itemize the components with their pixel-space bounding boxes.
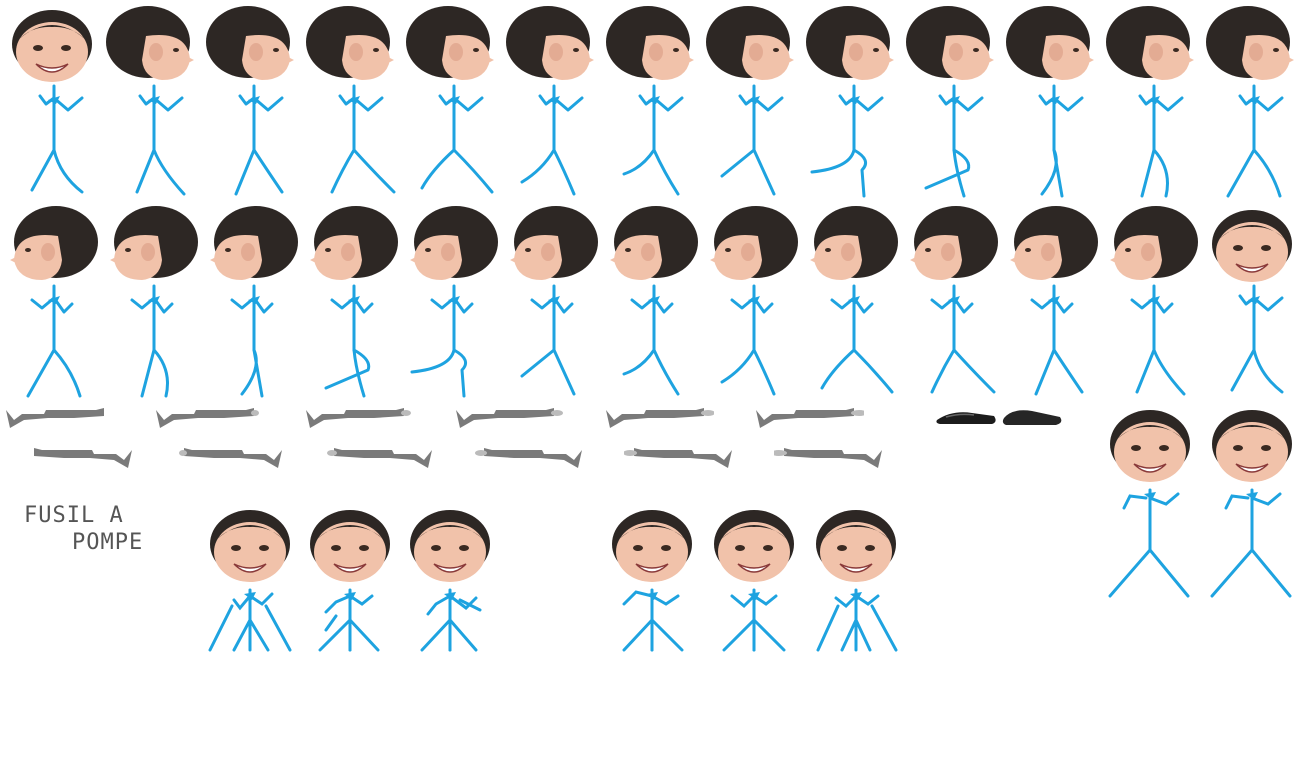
walk-right-frame-13-art — [1206, 6, 1294, 198]
walk-right-frame-4-art — [306, 6, 396, 194]
walk-left-frame-4 — [302, 200, 402, 400]
walk-right-frame-6-art — [506, 6, 594, 196]
walk-left-frame-7-art — [610, 206, 698, 396]
shoot-front-a-frame-1-art — [208, 510, 292, 652]
shoot-front-b-frame-3 — [806, 500, 906, 700]
walk-left-frame-12-art — [1110, 206, 1198, 396]
walk-left-frame-8 — [702, 200, 802, 400]
walk-left-frame-13 — [1202, 200, 1300, 400]
walk-right-frame-10 — [902, 0, 1002, 200]
walk-left-frame-6-art — [510, 206, 598, 396]
shoot-front-b-frame-2-art — [714, 510, 794, 652]
shotgun-right-frame-4 — [454, 404, 564, 430]
walk-right-frame-7 — [602, 0, 702, 200]
idle-front-frame-2-art — [1210, 410, 1292, 598]
shotgun-left-frame-1 — [24, 444, 134, 470]
walk-right-frame-3-art — [206, 6, 294, 196]
walk-right-frame-5 — [402, 0, 502, 200]
walk-right-frame-11 — [1002, 0, 1102, 200]
walk-left-frame-3 — [202, 200, 302, 400]
shoot-front-a-frame-2 — [300, 500, 400, 700]
shoot-front-b-frame-3-art — [816, 510, 898, 652]
shotgun-left-frame-5 — [623, 444, 734, 470]
shotgun-left-frame-4 — [474, 444, 584, 470]
walk-left-frame-5-art — [410, 206, 498, 398]
walk-right-frame-2 — [102, 0, 202, 200]
label-line-1: FUSIL A — [24, 503, 124, 528]
walk-right-frame-12 — [1102, 0, 1202, 200]
walk-left-frame-1 — [2, 200, 102, 400]
shotgun-right-frame-1 — [4, 404, 114, 430]
shoot-front-b-frame-1-art — [612, 510, 692, 652]
shoot-front-a-frame-1 — [200, 500, 300, 700]
walk-right-frame-8-art — [706, 6, 794, 196]
shoot-front-a-frame-3-art — [410, 510, 490, 652]
walk-left-frame-2 — [102, 200, 202, 400]
shoot-front-b-frame-1 — [602, 500, 702, 700]
walk-right-frame-10-art — [906, 6, 994, 198]
shoot-front-a-frame-3 — [400, 500, 500, 700]
walk-left-frame-12 — [1102, 200, 1202, 400]
shotgun-left-frame-6 — [771, 444, 884, 470]
walk-right-frame-3 — [202, 0, 302, 200]
walk-right-frame-11-art — [1006, 6, 1094, 198]
walk-right-frame-8 — [702, 0, 802, 200]
fusil-a-pompe-label: FUSIL A POMPE — [24, 502, 174, 556]
walk-right-frame-1 — [2, 0, 102, 200]
walk-left-frame-1-art — [10, 206, 98, 398]
walk-left-frame-7 — [602, 200, 702, 400]
walk-left-frame-6 — [502, 200, 602, 400]
walk-left-frame-10 — [902, 200, 1002, 400]
shotgun-right-frame-5 — [604, 404, 715, 430]
walk-left-frame-3-art — [210, 206, 298, 398]
walk-left-frame-4-art — [310, 206, 398, 398]
walk-left-frame-9-art — [810, 206, 898, 394]
shotgun-left-frame-2 — [174, 444, 284, 470]
walk-left-frame-11 — [1002, 200, 1102, 400]
idle-front-frame-2 — [1202, 400, 1300, 600]
walk-right-frame-6 — [502, 0, 602, 200]
walk-right-frame-2-art — [106, 6, 194, 196]
walk-left-frame-2-art — [110, 206, 198, 398]
idle-front-frame-1-art — [1108, 410, 1190, 598]
walk-right-frame-9-art — [806, 6, 894, 198]
label-line-2: POMPE — [72, 530, 144, 555]
walk-left-frame-8-art — [710, 206, 798, 396]
walk-right-frame-1-art — [12, 10, 92, 194]
shotgun-right-frame-3 — [304, 404, 414, 430]
shotgun-right-frame-2 — [154, 404, 264, 430]
walk-right-frame-12-art — [1106, 6, 1194, 198]
walk-right-frame-4 — [302, 0, 402, 200]
walk-right-frame-7-art — [606, 6, 694, 196]
idle-front-frame-1 — [1100, 400, 1200, 600]
shotgun-right-frame-6 — [754, 404, 867, 430]
walk-left-frame-5 — [402, 200, 502, 400]
walk-right-frame-13 — [1202, 0, 1300, 200]
walk-right-frame-5-art — [406, 6, 494, 194]
shoes-sprite — [932, 404, 1067, 430]
walk-right-frame-9 — [802, 0, 902, 200]
walk-left-frame-13-art — [1212, 210, 1292, 394]
shoot-front-b-frame-2 — [704, 500, 804, 700]
shotgun-left-frame-3 — [324, 444, 434, 470]
shoot-front-a-frame-2-art — [310, 510, 390, 652]
walk-left-frame-9 — [802, 200, 902, 400]
walk-left-frame-11-art — [1010, 206, 1098, 396]
walk-left-frame-10-art — [910, 206, 998, 394]
